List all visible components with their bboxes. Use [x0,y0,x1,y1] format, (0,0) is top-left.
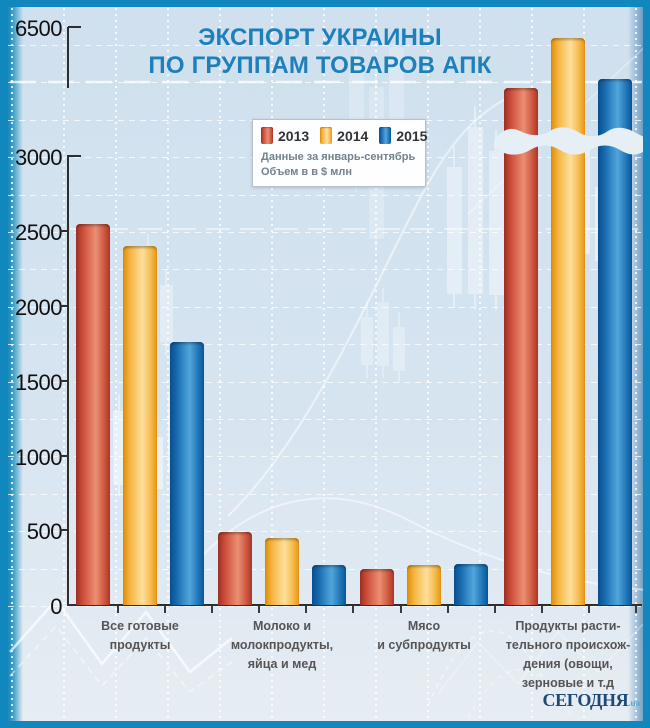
category-label-line: молокпродукты, [230,638,334,652]
y-axis-label-1500: 1500 [15,369,62,395]
category-label-group2: Молоко и молокпродукты, яйца и мед [197,617,367,674]
legend-swatch-2015 [379,127,392,144]
gridline-horizontal [8,606,642,607]
bar-2014-group1 [123,246,157,605]
segodnya-logo-suffix: .ua [628,698,640,708]
axis-break-wave [494,127,646,155]
category-label-line: тельного происхож- [505,638,631,652]
bar-2013-group2 [218,531,252,605]
category-label-line: Продукты расти- [515,619,621,633]
legend-item-2014: 2014 [320,127,368,144]
x-axis-tick [399,606,402,613]
x-axis-tick [493,606,496,613]
category-label-group3: Мясо и субпродукты [339,617,509,655]
legend-row: 2013 2014 2015 [261,127,427,144]
gridline-horizontal [8,232,642,233]
gridline-horizontal [8,419,642,420]
gridline-horizontal [8,531,642,533]
y-axis-label-0: 0 [50,594,62,619]
gridline-vertical [167,8,169,720]
gridline-vertical [375,8,377,720]
x-axis-tick [588,606,591,613]
y-axis-label-1000: 1000 [15,444,62,470]
chart-title-line1: ЭКСПОРТ УКРАИНЫ [198,24,442,51]
x-axis-tick [163,606,166,613]
gridline-vertical [323,8,325,720]
category-label-line: зерновые и т.д [521,676,615,690]
y-axis-label-2000: 2000 [15,295,62,320]
gridline-vertical [11,8,13,720]
y-axis-label-2500: 2500 [15,220,62,246]
x-axis [67,604,642,606]
y-axis-tick-500 [60,529,67,532]
bar-2015-group1 [170,341,204,605]
gridline-vertical [271,8,273,720]
category-label-group1: Все готовые продукты [55,617,225,655]
bar-2015-group2 [312,565,346,605]
legend-item-2013: 2013 [261,127,309,144]
y-axis-label-500: 500 [26,519,63,545]
x-axis-tick [446,606,449,613]
gridline-horizontal [8,493,642,495]
category-label-line: Молоко и [252,619,312,633]
x-axis-tick [541,606,543,613]
chart-title: ЭКСПОРТ УКРАИНЫ ПО ГРУППАМ ТОВАРОВ АПК [125,24,515,80]
category-label-line: Мясо [407,619,441,633]
x-axis-tick [352,606,355,613]
gridline-horizontal [8,456,642,458]
y-axis-label-6500: 6500 [15,16,62,41]
legend-box: 2013 2014 2015 Данные за январь-сентябрь… [252,119,427,187]
bar-2013-group1 [76,223,110,605]
bar-2015-group4 [598,78,632,605]
legend-label-2013: 2013 [278,127,310,144]
gridline-vertical [63,8,65,720]
segodnya-logo-text: СЕГОДНЯ [542,690,629,710]
y-axis-tick-2000 [60,305,67,307]
category-label-line: Все готовые [101,619,179,633]
gridline-vertical [219,8,221,720]
gridline-horizontal [8,45,642,46]
legend-label-2015: 2015 [396,127,428,144]
category-label-line: дения (овощи, [523,657,613,671]
y-axis-upper-segment [67,27,69,88]
x-axis-tick [210,606,213,613]
legend-swatch-2014 [320,127,333,144]
bar-2013-group3 [360,569,394,605]
x-axis-tick [635,606,638,613]
y-axis-tick-6500 [68,26,81,28]
legend-note-line2: Объем в в $ млн [261,166,352,178]
bar-2014-group2 [265,537,299,605]
legend-swatch-2013 [261,127,273,144]
y-axis-label-3000: 3000 [15,145,62,171]
gridline-horizontal [8,306,642,308]
x-axis-tick [305,606,308,613]
category-label-line: яйца и мед [247,657,317,671]
legend-label-2014: 2014 [337,127,369,144]
y-axis-tick-1000 [60,454,67,457]
gridline-vertical [635,8,637,720]
gridline-vertical [479,8,481,720]
category-label-line: продукты [109,638,171,652]
legend-item-2015: 2015 [379,127,427,144]
legend-note-line1: Данные за январь-сентябрь [261,151,416,163]
gridline-horizontal [8,344,642,346]
category-label-line: и субпродукты [377,638,471,652]
gridline-horizontal [8,194,642,196]
gridline-vertical [427,8,429,720]
bar-2014-group3 [407,565,441,605]
gridline-horizontal [8,269,642,271]
y-axis-lower-segment [67,155,69,605]
x-axis-tick [116,606,119,613]
bar-2015-group3 [454,563,488,605]
segodnya-logo: СЕГОДНЯ.ua [540,690,640,711]
y-axis-tick-1500 [60,379,67,382]
x-axis-tick [258,606,260,613]
chart-title-line2: ПО ГРУППАМ ТОВАРОВ АПК [148,52,492,79]
category-label-group4: Продукты расти-тельного происхож-дения (… [483,617,650,693]
gridline-vertical [115,8,117,720]
bar-2013-group4 [504,87,538,605]
y-axis-tick-2500 [60,230,67,233]
y-axis-tick-3000 [68,155,81,158]
